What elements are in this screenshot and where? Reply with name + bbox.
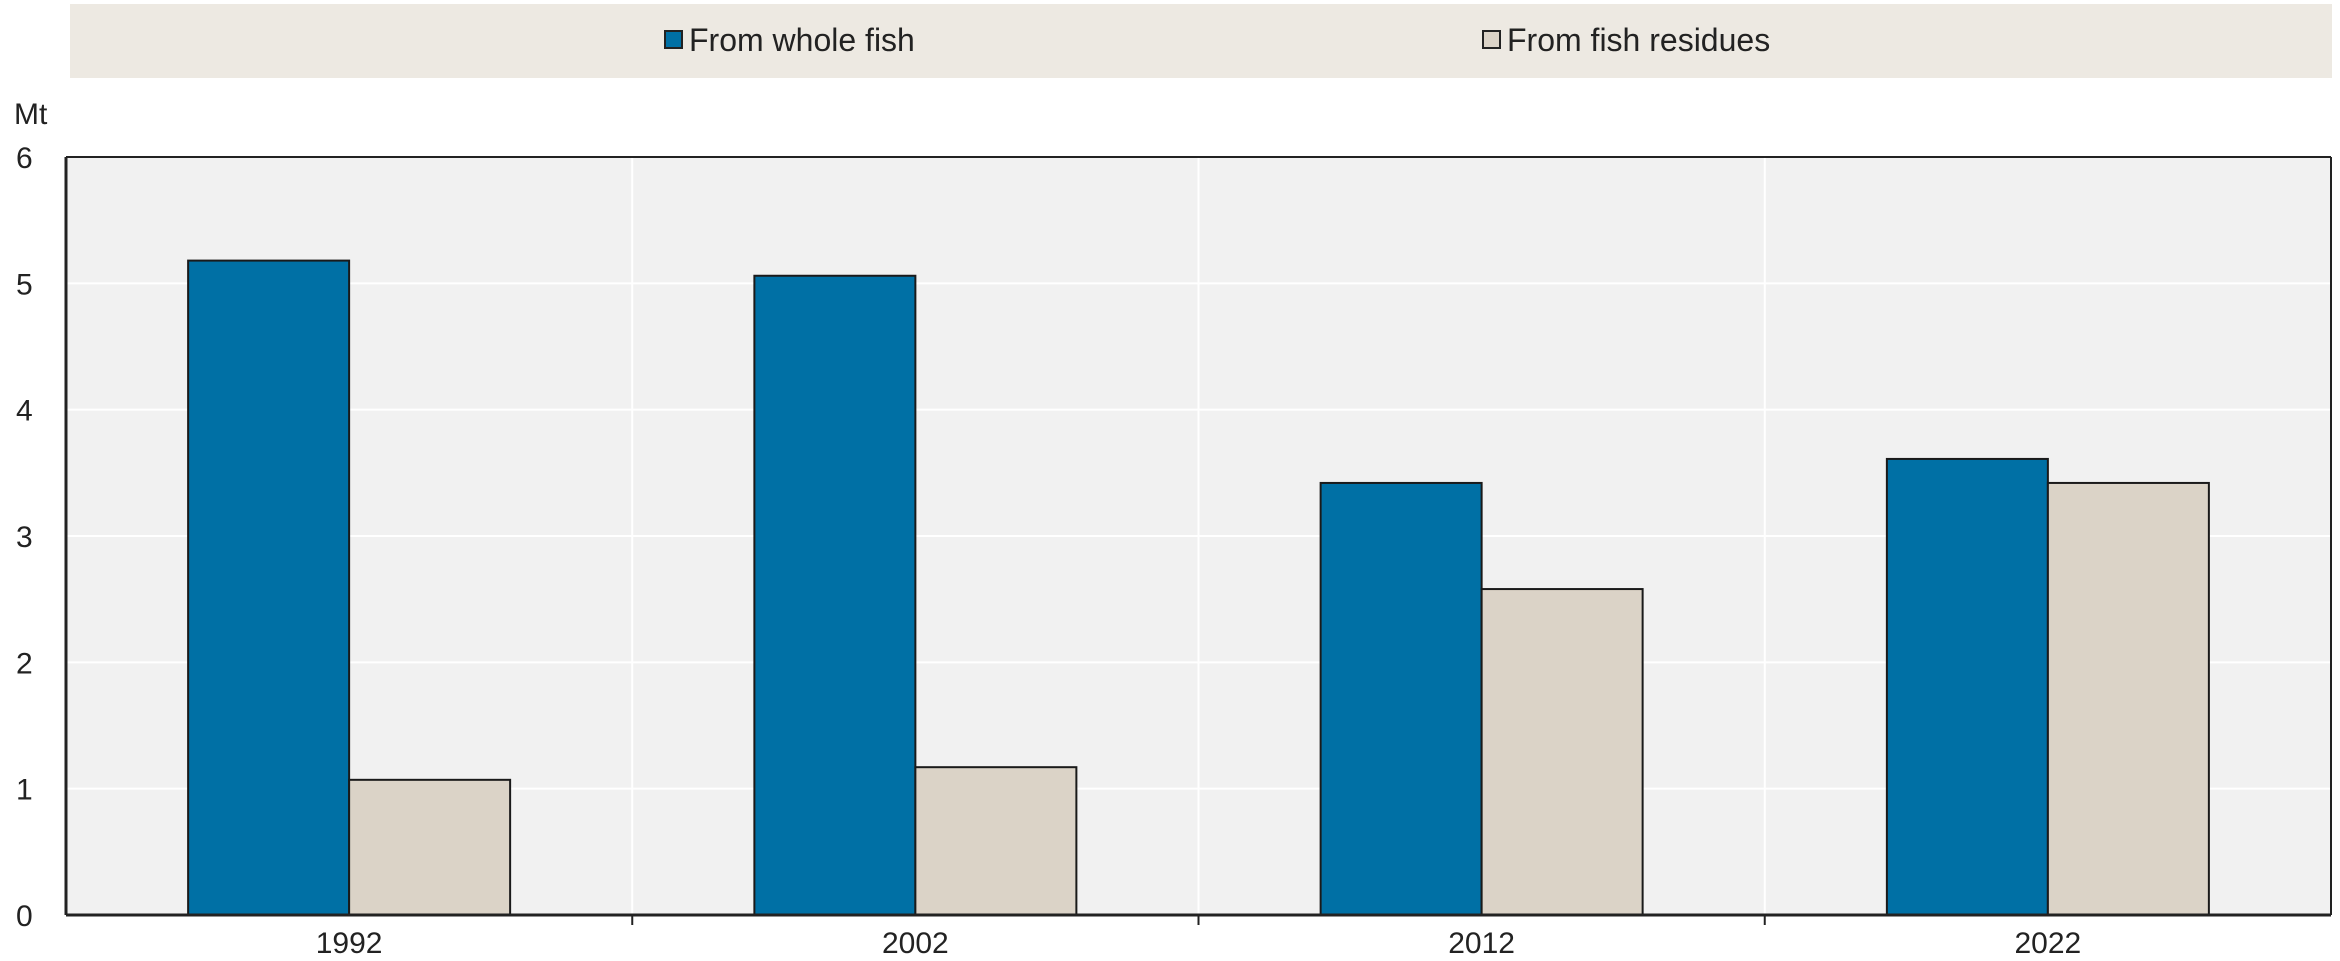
- y-tick-label: 4: [16, 395, 33, 428]
- legend: From whole fish From fish residues: [664, 22, 1770, 58]
- bar: [2046, 481, 2210, 916]
- legend-label: From whole fish: [689, 22, 915, 58]
- y-tick-label: 0: [16, 900, 33, 933]
- bar: [914, 766, 1078, 916]
- y-axis-unit-label: Mt: [14, 98, 48, 131]
- bar: [1480, 588, 1644, 916]
- y-tick-label: 5: [16, 268, 33, 301]
- x-tick-label: 1992: [316, 927, 383, 960]
- bars: [187, 259, 2210, 916]
- y-tick-labels: 0 1 2 3 4 5 6: [16, 142, 33, 933]
- legend-swatch: [1482, 30, 1501, 49]
- legend-label: From fish residues: [1507, 22, 1770, 58]
- x-tick-label: 2012: [1448, 927, 1515, 960]
- y-tick-label: 3: [16, 521, 33, 554]
- y-tick-label: 1: [16, 774, 33, 807]
- x-tick-label: 2002: [882, 927, 949, 960]
- legend-background: [70, 4, 2332, 78]
- bar: [753, 274, 917, 916]
- axes: [64, 156, 2332, 925]
- x-tick-labels: 1992 2002 2012 2022: [316, 927, 2082, 960]
- y-tick-label: 2: [16, 647, 33, 680]
- bar: [348, 778, 512, 916]
- y-tick-label: 6: [16, 142, 33, 175]
- bar: [1319, 481, 1483, 916]
- bar: [1885, 457, 2049, 916]
- legend-swatch: [664, 30, 683, 49]
- bar: [187, 259, 351, 916]
- x-tick-label: 2022: [2015, 927, 2082, 960]
